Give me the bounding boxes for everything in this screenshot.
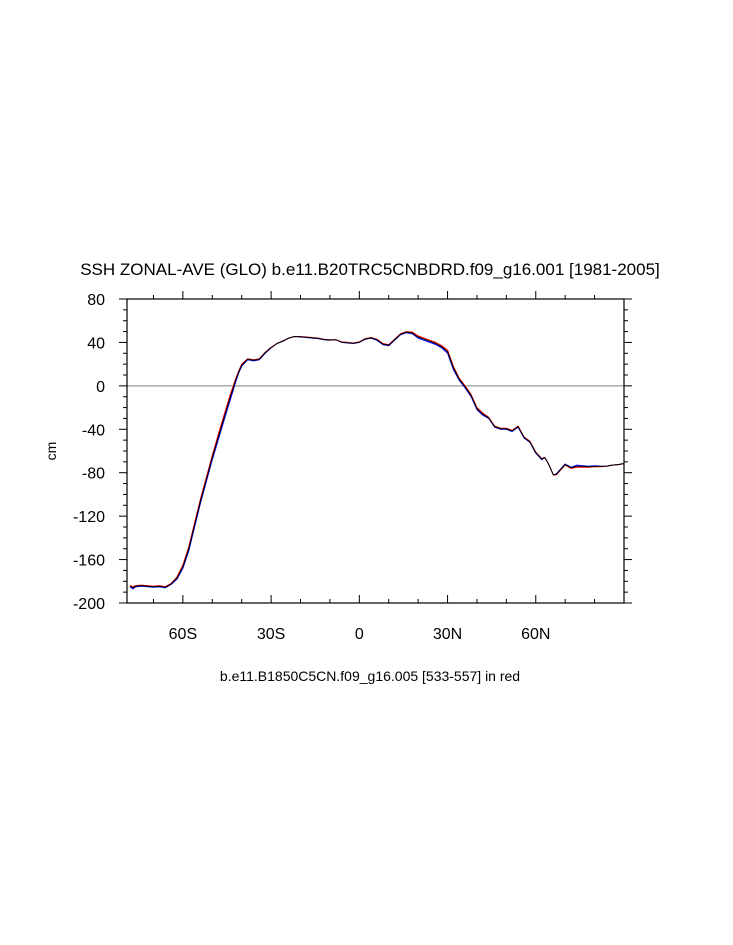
x-tick-label: 60N xyxy=(521,626,550,643)
y-tick-label: -80 xyxy=(82,466,105,483)
tick-layer: 60S 30S 0 30N 60N 80 40 0 -40 -80 -120 -160 -200 xyxy=(73,291,632,643)
chart-title: SSH ZONAL-AVE (GLO) b.e11.B20TRC5CNBDRD.… xyxy=(80,260,660,279)
series-line-0 xyxy=(129,332,625,590)
y-tick-label: -160 xyxy=(73,553,105,570)
y-tick-label: 80 xyxy=(87,292,105,309)
plot-frame xyxy=(126,298,625,604)
x-axis-label: b.e11.B1850C5CN.f09_g16.005 [533-557] in… xyxy=(220,668,520,684)
x-tick-label: 30N xyxy=(433,626,462,643)
x-tick-label: 60S xyxy=(169,626,197,643)
x-tick-label: 30S xyxy=(257,626,285,643)
y-tick-label: -40 xyxy=(82,422,105,439)
series-line-1 xyxy=(129,331,625,588)
y-tick-label: 0 xyxy=(96,379,105,396)
y-axis-label: cm xyxy=(43,442,59,461)
x-tick-label: 0 xyxy=(355,626,364,643)
series-layer xyxy=(129,331,625,590)
y-tick-label: -200 xyxy=(73,596,105,613)
y-tick-label: 40 xyxy=(87,335,105,352)
y-tick-label: -120 xyxy=(73,509,105,526)
series-line-2 xyxy=(129,331,625,589)
